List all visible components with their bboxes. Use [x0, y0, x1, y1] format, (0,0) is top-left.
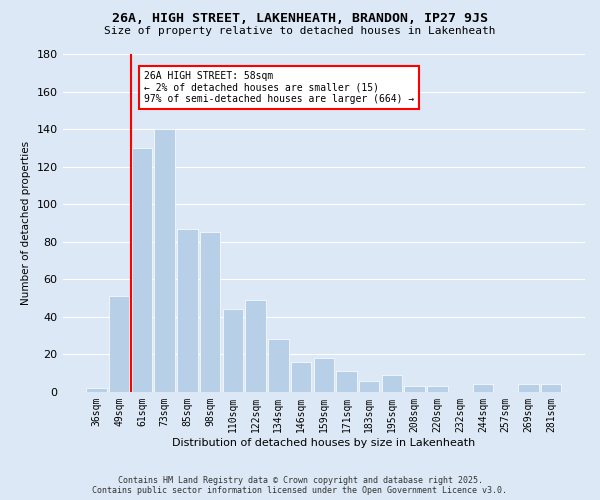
Bar	[200, 232, 220, 392]
Bar	[177, 228, 197, 392]
Bar	[291, 362, 311, 392]
Y-axis label: Number of detached properties: Number of detached properties	[21, 141, 31, 305]
Bar	[336, 371, 357, 392]
Text: 26A HIGH STREET: 58sqm
← 2% of detached houses are smaller (15)
97% of semi-deta: 26A HIGH STREET: 58sqm ← 2% of detached …	[144, 71, 415, 104]
Bar	[427, 386, 448, 392]
Bar	[473, 384, 493, 392]
Bar	[109, 296, 130, 392]
Bar	[518, 384, 539, 392]
Bar	[382, 375, 402, 392]
X-axis label: Distribution of detached houses by size in Lakenheath: Distribution of detached houses by size …	[172, 438, 475, 448]
Bar	[359, 380, 379, 392]
Bar	[132, 148, 152, 392]
Bar	[314, 358, 334, 392]
Bar	[404, 386, 425, 392]
Bar	[154, 129, 175, 392]
Bar	[541, 384, 561, 392]
Text: Contains HM Land Registry data © Crown copyright and database right 2025.
Contai: Contains HM Land Registry data © Crown c…	[92, 476, 508, 495]
Bar	[245, 300, 266, 392]
Text: Size of property relative to detached houses in Lakenheath: Size of property relative to detached ho…	[104, 26, 496, 36]
Bar	[268, 340, 289, 392]
Text: 26A, HIGH STREET, LAKENHEATH, BRANDON, IP27 9JS: 26A, HIGH STREET, LAKENHEATH, BRANDON, I…	[112, 12, 488, 26]
Bar	[86, 388, 107, 392]
Bar	[223, 310, 243, 392]
